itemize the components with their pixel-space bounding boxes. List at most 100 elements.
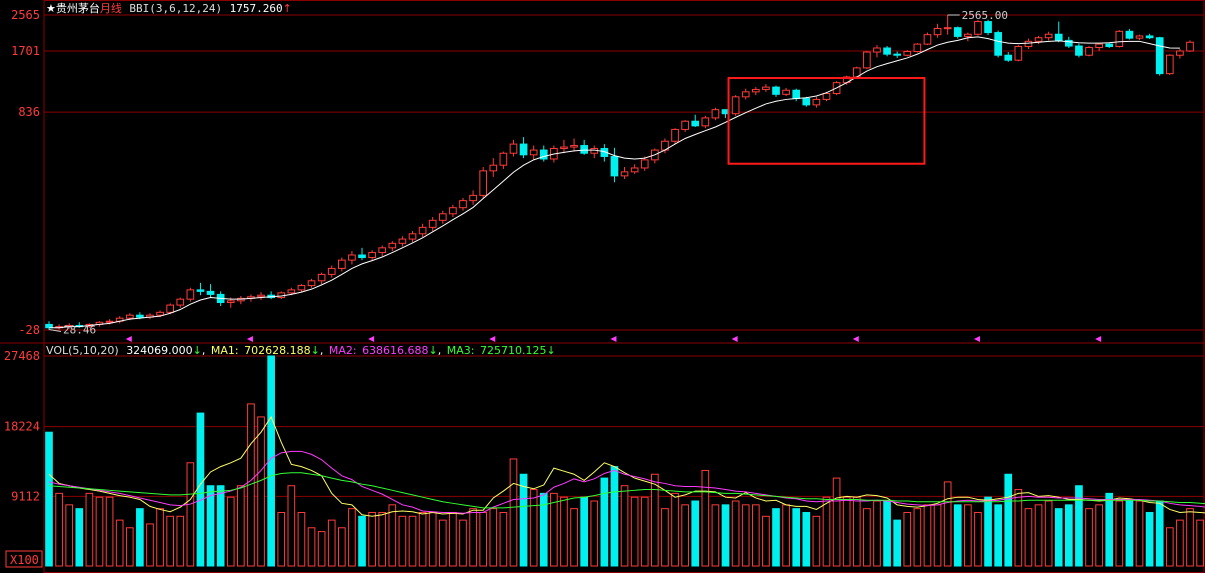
candle-up [974, 21, 982, 35]
volume-bar-up [489, 508, 498, 567]
ma3-label: MA3: [447, 344, 475, 357]
candle-up [782, 89, 790, 95]
candle-up [459, 200, 467, 209]
volume-bar-up [1044, 500, 1053, 567]
volume-bar-up [671, 492, 679, 567]
price-tick-label: -28 [18, 323, 40, 337]
volume-tick-label: 9112 [11, 489, 40, 503]
candle-down [1145, 35, 1154, 39]
candle-up [640, 159, 649, 169]
volume-bar-up [156, 508, 164, 567]
volume-bar-up [873, 500, 881, 567]
ma3-arrow-icon: ↓ [546, 344, 555, 357]
price-tick-label: 836 [18, 105, 40, 119]
volume-indicator-name: VOL(5,10,20) [46, 344, 119, 357]
candle-up [166, 304, 175, 313]
volume-bar-up [115, 519, 124, 567]
candle-up [671, 128, 679, 142]
candle-up [751, 88, 760, 93]
volume-bar-down [893, 519, 902, 567]
candle-down [136, 314, 144, 318]
multiplier-badge-frame[interactable] [5, 550, 43, 568]
volume-bar-up [65, 504, 74, 567]
candle-down [883, 47, 891, 55]
indicator-name: BBI(3,6,12,24) [129, 2, 222, 15]
volume-bar-down [1064, 504, 1073, 567]
candle-up [923, 34, 932, 45]
ma2-label: MA2: [329, 344, 357, 357]
ma1-line [48, 415, 1205, 517]
volume-bar-down [772, 508, 780, 567]
volume-bar-down [1155, 500, 1164, 567]
volume-bar-up [166, 515, 175, 567]
candle-up [378, 247, 387, 254]
candle-down [1105, 43, 1114, 48]
volume-bar-down [802, 511, 811, 567]
ma3-line [48, 472, 1205, 509]
candle-up [711, 109, 720, 119]
period-marker-icon [368, 336, 375, 342]
candle-up [327, 267, 336, 275]
candle-up [913, 43, 922, 53]
volume-bar-down [136, 508, 144, 567]
volume-bar-up [964, 504, 972, 567]
period-marker-icon [610, 336, 617, 342]
volume-bar-up [590, 500, 599, 567]
volume-bar-down [1125, 500, 1134, 567]
volume-value: 324069.000 [126, 344, 192, 357]
candle-up [297, 285, 306, 291]
volume-bar-up [863, 508, 871, 567]
candle-up [873, 47, 881, 53]
indicator-arrow-icon: ↑ [283, 2, 292, 15]
volume-bar-up [317, 531, 326, 567]
candle-up [1024, 40, 1033, 48]
volume-bar-up [1135, 500, 1144, 567]
volume-bar-up [368, 511, 376, 567]
volume-bar-up [398, 515, 407, 567]
candle-up [1135, 35, 1144, 39]
period-label[interactable]: 月线 [100, 1, 122, 15]
volume-bar-up [1186, 508, 1194, 567]
period-marker-icon [852, 336, 859, 342]
candle-up [762, 86, 770, 90]
volume-bar-up [125, 527, 134, 567]
volume-bar-down [792, 508, 801, 567]
volume-bar-up [257, 416, 265, 567]
candle-down [206, 290, 215, 295]
volume-bar-up [943, 481, 952, 567]
candle-down [1064, 39, 1073, 47]
volume-bar-up [913, 508, 922, 567]
multiplier-badge[interactable]: X100 [10, 553, 39, 567]
volume-bars [45, 355, 1204, 567]
candle-down [772, 86, 780, 95]
volume-bar-up [287, 485, 296, 567]
volume-bar-down [994, 504, 1002, 567]
candle-down [196, 289, 205, 292]
volume-bar-up [428, 511, 437, 567]
period-marker-icon [973, 336, 980, 342]
volume-bar-up [903, 511, 912, 567]
volume-bar-up [55, 492, 63, 567]
volume-bar-up [438, 519, 447, 567]
candle-up [1085, 47, 1093, 56]
volume-bar-up [297, 511, 306, 567]
volume-bar-up [277, 511, 286, 567]
candle-down [953, 27, 962, 37]
candle-up [125, 314, 134, 319]
volume-bar-up [711, 504, 720, 567]
candle-up [1176, 50, 1184, 56]
volume-bar-up [832, 477, 841, 567]
candle-up [176, 298, 185, 306]
candle-down [893, 53, 902, 56]
volume-arrow-icon: ↓ [193, 344, 202, 357]
volume-bar-up [529, 489, 538, 567]
volume-bar-up [651, 473, 659, 567]
candle-up [428, 219, 437, 228]
volume-bar-up [348, 508, 356, 567]
volume-bar-down [1004, 473, 1013, 567]
candle-down [802, 98, 811, 106]
stock-name[interactable]: 贵州茅台 [56, 1, 100, 15]
volume-bar-down [216, 485, 225, 567]
volume-bar-down [519, 473, 528, 567]
volume-bar-up [974, 511, 982, 567]
